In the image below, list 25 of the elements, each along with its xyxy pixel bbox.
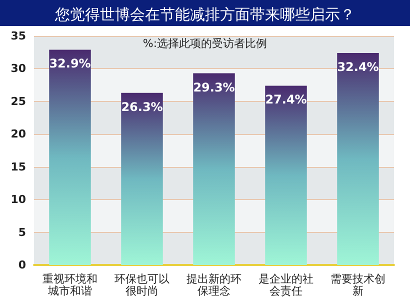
y-tick-label: 30 — [10, 62, 26, 76]
data-label: 32.9% — [49, 56, 91, 71]
bar — [337, 53, 379, 265]
x-tick-label: 需要技术创新 — [330, 272, 386, 298]
y-tick-label: 10 — [10, 193, 26, 206]
bar — [193, 73, 235, 265]
bar — [49, 50, 91, 265]
y-tick-label: 35 — [10, 30, 26, 42]
x-tick-label: 重视环境和城市和谐 — [42, 272, 98, 298]
y-tick-label: 0 — [18, 258, 26, 272]
data-label: 26.3% — [121, 100, 163, 114]
chart-title: 您觉得世博会在节能减排方面带来哪些启示？ — [54, 6, 355, 24]
y-tick-label: 5 — [18, 226, 26, 239]
y-tick-label: 15 — [10, 160, 26, 174]
y-tick-label: 20 — [10, 128, 26, 141]
data-label: 27.4% — [265, 92, 307, 107]
data-label: 32.4% — [337, 60, 379, 74]
x-tick-label: 提出新的环保理念 — [186, 272, 242, 298]
annotation: %:选择此项的受访者比例 — [142, 37, 268, 50]
x-tick-label: 是企业的社会责任 — [258, 272, 314, 298]
bar — [121, 92, 163, 265]
bar — [265, 86, 307, 265]
y-tick-label: 25 — [10, 94, 26, 108]
x-tick-label: 环保也可以很时尚 — [114, 272, 170, 298]
data-label: 29.3% — [193, 80, 235, 94]
